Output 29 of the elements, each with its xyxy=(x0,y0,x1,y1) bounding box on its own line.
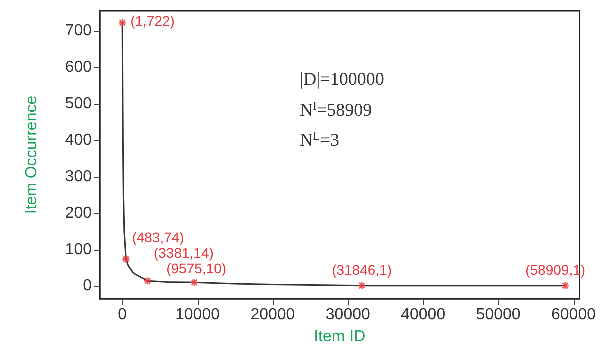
x-tick-label: 50000 xyxy=(476,306,521,324)
x-tick-label: 30000 xyxy=(326,306,370,324)
annotation: (483,74) xyxy=(132,229,184,246)
y-tick-label: 500 xyxy=(65,95,92,112)
y-tick-label: 300 xyxy=(65,168,92,186)
x-tick-label: 20000 xyxy=(250,306,296,324)
x-tick-label: 60000 xyxy=(552,306,596,324)
annotation: (3381,14) xyxy=(154,245,214,262)
y-tick-label: 0 xyxy=(83,278,92,295)
annotation: (1,722) xyxy=(130,13,175,30)
y-tick-label: 100 xyxy=(65,241,92,258)
point xyxy=(358,282,366,290)
annotation: |D|=100000 xyxy=(300,69,384,89)
point xyxy=(561,282,570,290)
point xyxy=(118,18,127,28)
annotation: (9575,10) xyxy=(166,260,227,277)
annotation: (31846,1) xyxy=(332,262,392,278)
y-tick-label: 400 xyxy=(65,132,92,149)
point xyxy=(122,255,130,264)
y-tick-label: 600 xyxy=(65,59,92,76)
point xyxy=(190,278,199,287)
y-tick-label: 200 xyxy=(65,204,92,222)
x-tick-label: 40000 xyxy=(401,306,446,324)
y-tick-label: 700 xyxy=(65,22,92,40)
x-tick-label: 10000 xyxy=(176,306,220,324)
x-axis-title: Item ID xyxy=(314,328,366,346)
y-axis-title: Item Occurrence xyxy=(24,96,40,214)
x-tick-label: 0 xyxy=(118,306,128,324)
point xyxy=(144,276,152,286)
